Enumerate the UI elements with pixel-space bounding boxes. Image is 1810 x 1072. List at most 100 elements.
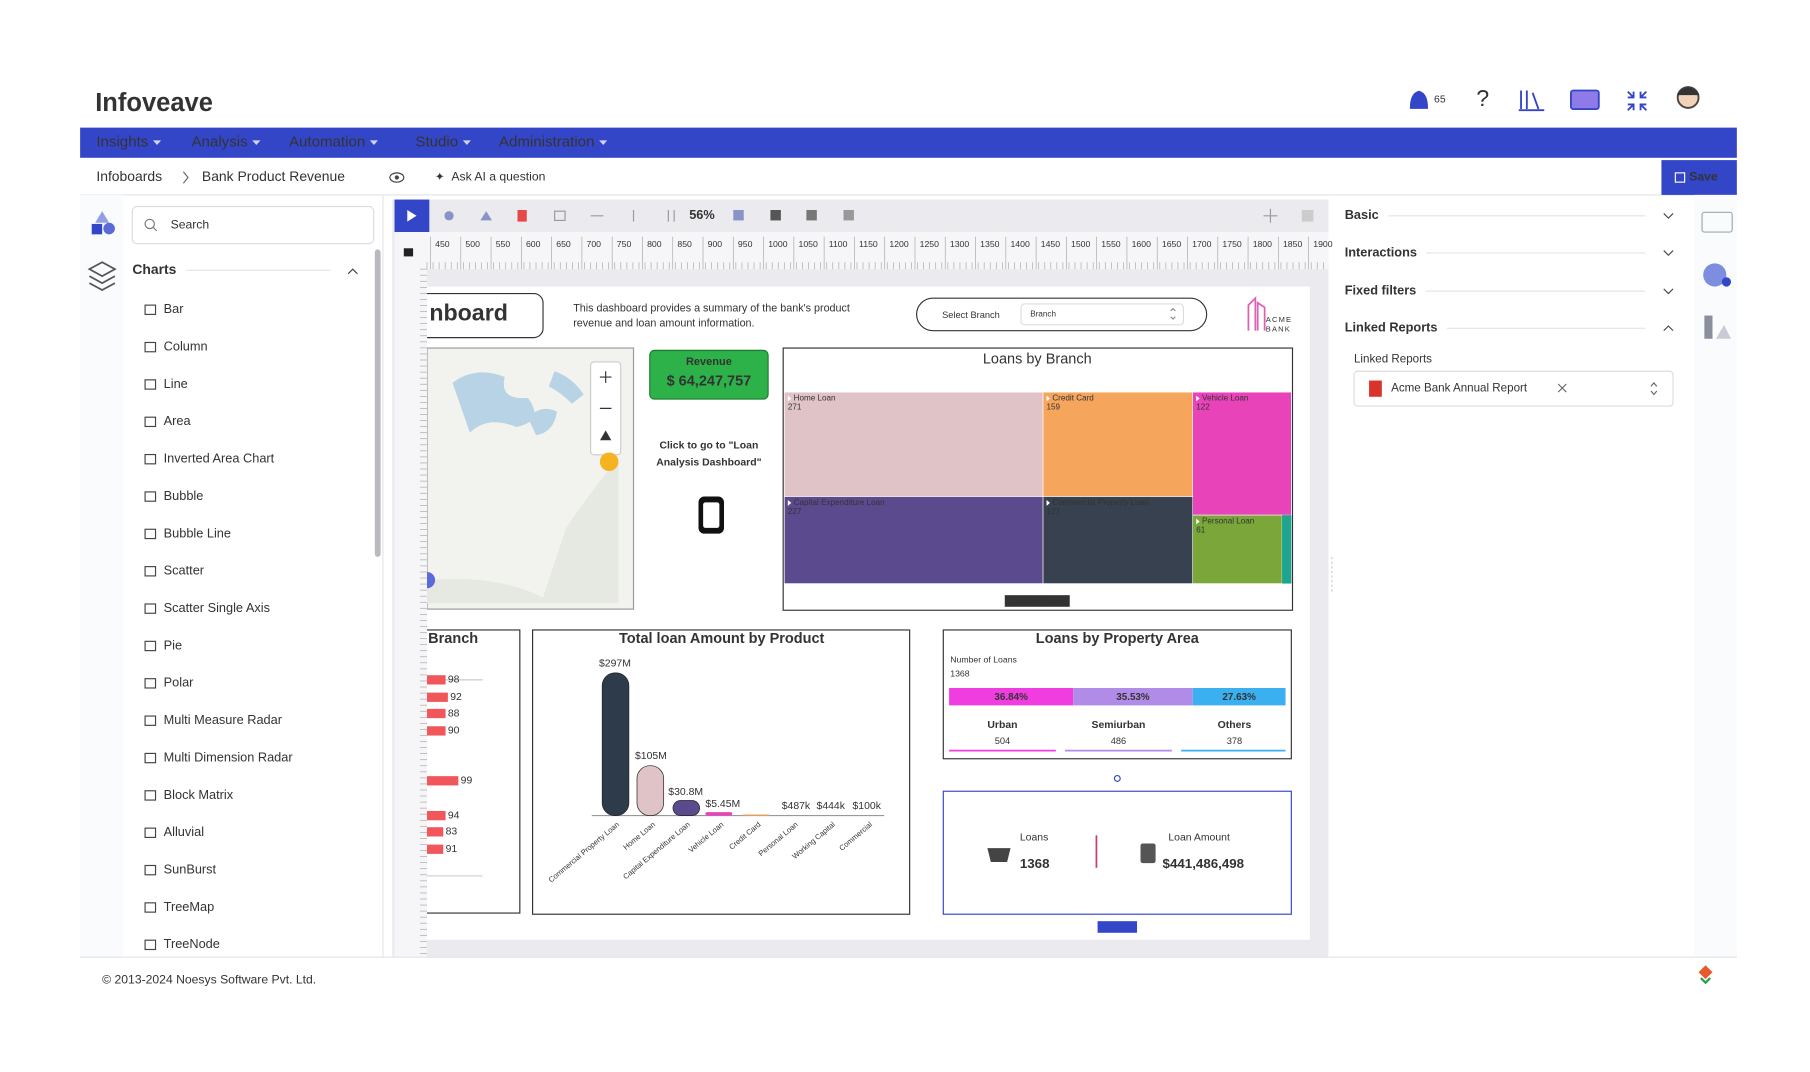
chart-type[interactable]: Scatter	[164, 563, 205, 578]
monitor-icon[interactable]	[1570, 89, 1600, 110]
tool-icon[interactable]	[733, 209, 744, 221]
tool-icon[interactable]	[843, 209, 854, 221]
chart-type-icon	[144, 528, 157, 540]
stacked-segment[interactable]	[949, 687, 1074, 706]
ruler-label: 750	[617, 239, 632, 249]
select-tool-icon	[407, 209, 417, 222]
tool-icon[interactable]	[480, 211, 492, 221]
icon-strip	[80, 194, 124, 958]
chart-type[interactable]: Bubble Line	[164, 525, 231, 540]
bar-label: 92	[450, 692, 462, 703]
save-label[interactable]: Save	[1689, 170, 1718, 184]
chart-type[interactable]: Polar	[164, 675, 195, 690]
rotate-handle[interactable]	[1113, 774, 1121, 782]
library-icon[interactable]	[1518, 90, 1545, 112]
nav-item[interactable]: Studio	[415, 134, 458, 151]
tool-icon[interactable]	[770, 209, 781, 221]
stacked-segment[interactable]	[1073, 687, 1193, 706]
search-box[interactable]	[131, 205, 375, 245]
ruler-label: 1100	[829, 239, 848, 249]
bar-label: 94	[448, 810, 460, 821]
chart-type[interactable]: SunBurst	[164, 862, 217, 877]
section-chevron[interactable]	[1663, 213, 1674, 219]
chart-type[interactable]: TreeNode	[164, 936, 220, 951]
chart-type[interactable]: Multi Measure Radar	[164, 712, 283, 727]
column-label: $444k	[817, 801, 846, 812]
layers-icon[interactable]	[87, 261, 117, 292]
chart-type[interactable]: Multi Dimension Radar	[164, 749, 294, 764]
ruler-label: 1800	[1253, 239, 1272, 249]
chart-type[interactable]: Area	[164, 413, 192, 428]
bar	[427, 708, 446, 719]
chart-type[interactable]: Inverted Area Chart	[164, 451, 275, 466]
tool-icon[interactable]	[806, 209, 817, 221]
tool-icon[interactable]	[590, 209, 675, 222]
preview-icon[interactable]	[389, 172, 405, 183]
ruler-label: 900	[708, 239, 723, 249]
chart-type[interactable]: Scatter Single Axis	[164, 600, 270, 615]
link-text[interactable]: Click to go to "Loan	[659, 440, 758, 451]
tool-icon[interactable]	[1301, 209, 1314, 222]
nav-item[interactable]: Insights	[96, 134, 148, 151]
treemap-tile[interactable]	[1042, 496, 1194, 584]
link-text[interactable]: Analysis Dashboard"	[656, 458, 761, 469]
map-water	[452, 371, 584, 436]
ruler-label: 1650	[1162, 239, 1181, 249]
column	[636, 765, 665, 816]
toolbar-icons	[444, 208, 1314, 223]
help-icon[interactable]: ?	[1476, 85, 1489, 111]
treemap-tile[interactable]	[784, 391, 1044, 497]
nav-item[interactable]: Automation	[289, 134, 365, 151]
save-button[interactable]	[1661, 160, 1737, 195]
remove-icon[interactable]	[1557, 383, 1567, 393]
data-icon[interactable]	[1704, 315, 1713, 339]
stacked-segment[interactable]	[1192, 687, 1286, 706]
section-header[interactable]: Linked Reports	[1345, 320, 1438, 335]
collapse-chevron[interactable]	[347, 268, 358, 275]
section-header[interactable]: Fixed filters	[1345, 283, 1417, 298]
map-marker[interactable]	[419, 571, 436, 589]
ruler-ticks	[420, 236, 1324, 954]
section-chevron[interactable]	[1663, 288, 1674, 295]
scrollbar[interactable]	[374, 249, 381, 557]
collapse-icon[interactable]	[1627, 90, 1648, 111]
breadcrumb-link[interactable]: Infoboards	[96, 168, 162, 184]
branch-select[interactable]	[1020, 303, 1185, 326]
chart-type[interactable]: Line	[164, 376, 188, 391]
widgets-icon[interactable]	[95, 211, 110, 223]
lock-icon[interactable]	[403, 248, 414, 257]
map-marker[interactable]	[599, 452, 619, 472]
ruler-label: 450	[435, 239, 450, 249]
nav-item[interactable]: Analysis	[191, 134, 247, 151]
linked-report-select[interactable]	[1353, 370, 1674, 407]
treemap-tile[interactable]	[1042, 391, 1194, 497]
theme-icon[interactable]	[1703, 263, 1727, 287]
section-chevron[interactable]	[1663, 325, 1674, 332]
chart-type-icon	[144, 379, 157, 390]
chart-type[interactable]: Pie	[164, 637, 182, 652]
treemap-tile[interactable]	[784, 496, 1044, 584]
chart-type-icon	[144, 864, 157, 876]
chart-type[interactable]: Column	[164, 338, 208, 353]
section-header[interactable]: Interactions	[1345, 244, 1417, 259]
chart-type[interactable]: Bubble	[164, 488, 204, 503]
tool-icon[interactable]	[444, 211, 454, 221]
treemap-tile[interactable]	[1192, 391, 1292, 516]
settings-icon[interactable]	[1701, 211, 1733, 233]
treemap-tile[interactable]	[1192, 514, 1283, 584]
chart-type[interactable]: Alluvial	[164, 824, 204, 839]
loans-icon	[987, 848, 1011, 863]
chart-type[interactable]: Bar	[164, 301, 185, 316]
chart-type[interactable]: Block Matrix	[164, 787, 234, 802]
tool-icon[interactable]	[554, 210, 566, 222]
ask-ai-link[interactable]: Ask AI a question	[451, 170, 545, 184]
nav-item[interactable]: Administration	[499, 134, 595, 151]
section-chevron[interactable]	[1663, 250, 1674, 257]
delete-icon[interactable]	[517, 209, 527, 222]
section-header[interactable]: Basic	[1345, 207, 1379, 222]
tool-icon[interactable]	[1263, 208, 1278, 223]
area-value: 486	[1111, 736, 1126, 746]
updown-icon[interactable]	[1650, 381, 1658, 396]
bell-icon[interactable]	[1409, 90, 1429, 109]
chart-type[interactable]: TreeMap	[164, 899, 215, 914]
